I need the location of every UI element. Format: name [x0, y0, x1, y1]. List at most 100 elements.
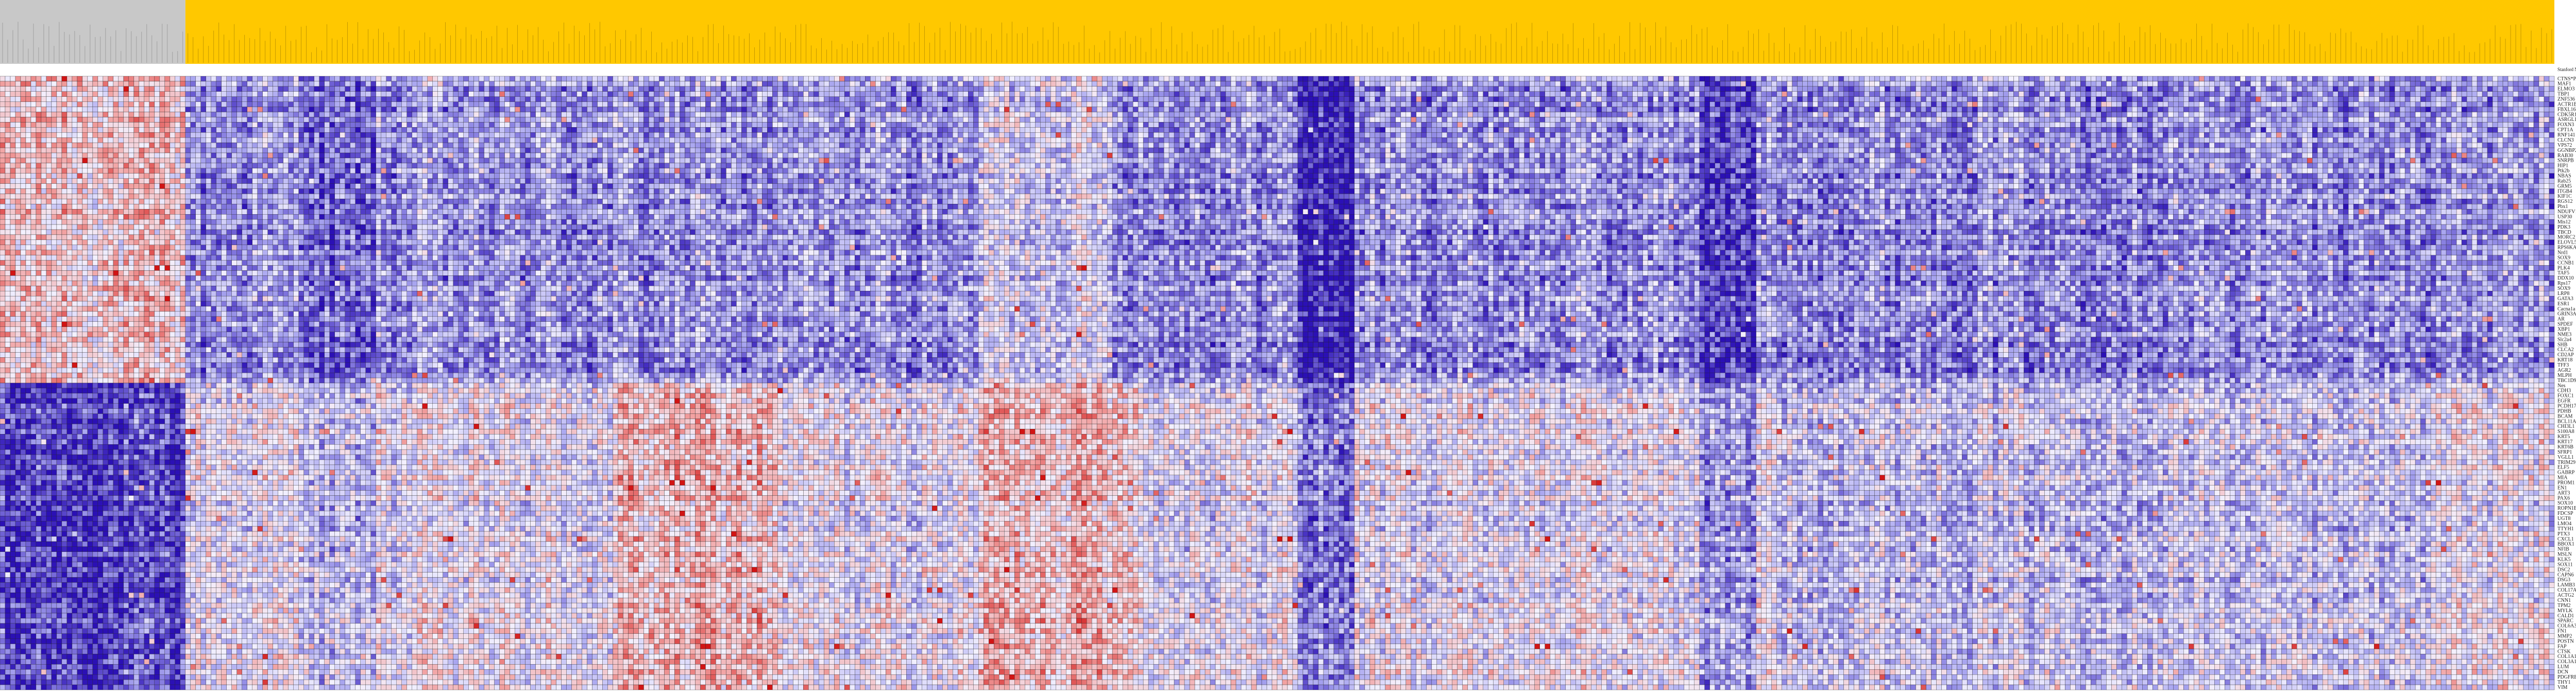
heatmap-cell: [1092, 76, 1097, 81]
heatmap-cell: [783, 86, 788, 92]
heatmap-cell: [314, 76, 319, 81]
heatmap-cell: [160, 81, 165, 86]
heatmap-cell: [355, 86, 361, 92]
heatmap-cell: [1365, 76, 1370, 81]
heatmap-cell: [1339, 76, 1344, 81]
heatmap-cell: [1669, 81, 1674, 86]
heatmap-cell: [1566, 76, 1571, 81]
heatmap-cell: [1133, 81, 1138, 86]
heatmap-cell: [1617, 76, 1622, 81]
heatmap-cell: [1313, 81, 1318, 86]
heatmap-cell: [757, 81, 762, 86]
heatmap-cell: [932, 81, 937, 86]
heatmap-cell: [953, 86, 958, 92]
heatmap-cell: [2256, 76, 2261, 81]
heatmap-cell: [1251, 76, 1257, 81]
heatmap-cell: [1530, 81, 1535, 86]
heatmap-cell: [788, 81, 793, 86]
heatmap-cell: [2147, 76, 2153, 81]
heatmap-cell: [1911, 81, 1916, 86]
heatmap-cell: [1179, 81, 1184, 86]
heatmap-cell: [397, 86, 402, 92]
heatmap-cell: [1050, 76, 1056, 81]
heatmap-cell: [448, 86, 453, 92]
heatmap-cell: [2312, 81, 2317, 86]
heatmap-cell: [304, 76, 309, 81]
heatmap-cell: [968, 76, 973, 81]
heatmap-cell: [716, 81, 721, 86]
heatmap-cell: [994, 86, 999, 92]
heatmap-cell: [283, 86, 289, 92]
heatmap-cell: [1020, 76, 1025, 81]
heatmap-cell: [891, 81, 896, 86]
heatmap-cell: [1298, 76, 1303, 81]
heatmap-cell: [2204, 76, 2209, 81]
heatmap-cell: [1895, 81, 1901, 86]
heatmap-cell: [762, 76, 767, 81]
heatmap-cell: [82, 81, 88, 86]
heatmap-cell: [2317, 81, 2323, 86]
heatmap-cell: [850, 86, 855, 92]
heatmap-cell: [752, 86, 757, 92]
heatmap-cell: [942, 76, 947, 81]
heatmap-cell: [464, 81, 469, 86]
heatmap-cell: [103, 76, 108, 81]
heatmap-cell: [716, 86, 721, 92]
heatmap-cell: [438, 76, 443, 81]
heatmap-cell: [1602, 81, 1607, 86]
heatmap-cell: [1442, 76, 1447, 81]
heatmap-cell: [1761, 81, 1767, 86]
heatmap-cell: [880, 86, 886, 92]
heatmap-cell: [531, 76, 536, 81]
heatmap-cell: [814, 86, 819, 92]
heatmap-cell: [278, 81, 283, 86]
heatmap-cell: [654, 76, 659, 81]
heatmap-cell: [160, 76, 165, 81]
heatmap-cell: [1169, 76, 1174, 81]
heatmap-cell: [587, 81, 592, 86]
heatmap-cell: [1622, 81, 1628, 86]
heatmap-cell: [52, 86, 57, 92]
heatmap-cell: [1061, 76, 1066, 81]
heatmap-cell: [2348, 76, 2353, 81]
heatmap-cell: [644, 81, 649, 86]
heatmap-cell: [191, 86, 196, 92]
heatmap-cell: [695, 76, 700, 81]
heatmap-cell: [1112, 86, 1117, 92]
heatmap-cell: [705, 86, 710, 92]
heatmap-cell: [2302, 81, 2307, 86]
heatmap-cell: [2225, 76, 2230, 81]
heatmap-cell: [1993, 81, 1998, 86]
heatmap-cell: [958, 86, 963, 92]
heatmap-cell: [1215, 81, 1221, 86]
heatmap-cell: [777, 76, 783, 81]
heatmap-cell: [1941, 81, 1946, 86]
heatmap-cell: [911, 86, 917, 92]
heatmap-cell: [1040, 81, 1045, 86]
heatmap-cell: [206, 86, 211, 92]
heatmap-cell: [613, 81, 618, 86]
heatmap-cell: [82, 86, 88, 92]
heatmap-cell: [211, 76, 216, 81]
heatmap-cell: [2256, 81, 2261, 86]
heatmap-cell: [2410, 76, 2415, 81]
heatmap-cell: [309, 86, 314, 92]
heatmap-cell: [1494, 76, 1499, 81]
heatmap-cell: [629, 86, 634, 92]
heatmap-cell: [227, 81, 232, 86]
heatmap-cell: [1972, 81, 1977, 86]
heatmap-cell: [963, 76, 968, 81]
heatmap-cell: [541, 81, 546, 86]
heatmap-cell: [875, 76, 880, 81]
heatmap-cell: [1421, 81, 1427, 86]
heatmap-cell: [2168, 76, 2173, 81]
heatmap-cell: [649, 81, 654, 86]
heatmap-cell: [1215, 86, 1221, 92]
heatmap-cell: [325, 76, 330, 81]
heatmap-cell: [1916, 81, 1921, 86]
heatmap-cell: [1154, 81, 1159, 86]
heatmap-cell: [741, 81, 747, 86]
heatmap-cell: [860, 81, 865, 86]
heatmap-cell: [1880, 76, 1885, 81]
heatmap-cell: [15, 81, 21, 86]
